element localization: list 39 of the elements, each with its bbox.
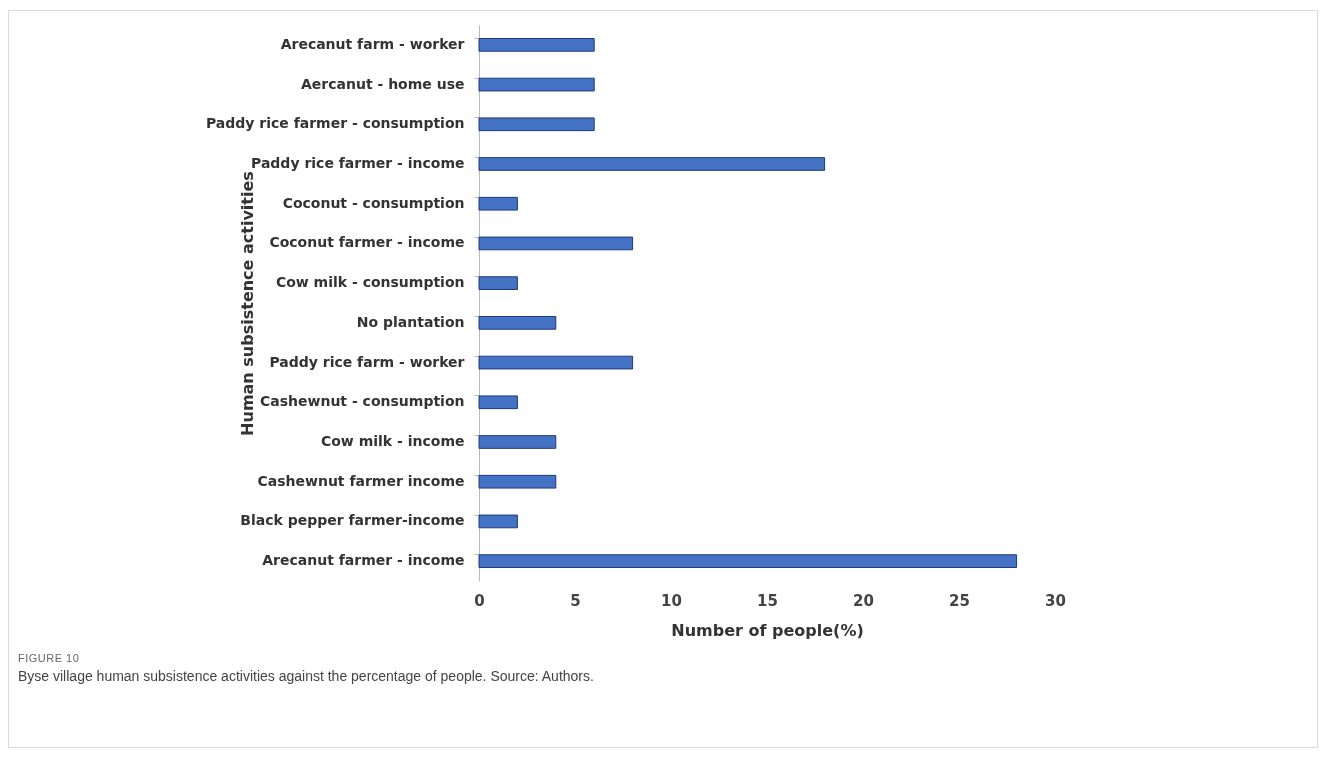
bar	[478, 276, 518, 290]
y-tick-label: Black pepper farmer-income	[240, 512, 465, 529]
y-tick-label: Arecanut farmer - income	[262, 552, 465, 569]
x-tick-label: 10	[661, 591, 682, 610]
bar	[478, 236, 634, 251]
bar	[478, 196, 518, 211]
y-tick-label: Cow milk - income	[320, 433, 465, 449]
y-tick-label: Paddy rice farmer - income	[251, 155, 465, 171]
y-axis-title: Human subsistence activities	[237, 171, 257, 436]
x-tick-label: 5	[570, 591, 581, 610]
x-tick-label: 15	[757, 591, 778, 610]
bar	[478, 395, 518, 410]
y-tick-label: No plantation	[356, 313, 465, 330]
x-axis-title: Number of people(%)	[671, 620, 864, 640]
x-tick-label: 25	[949, 591, 970, 610]
y-tick-label: Coconut farmer - income	[269, 234, 465, 251]
text: Byse village human subsistence activities against the percentage of people. Source: Authors.	[18, 668, 595, 684]
y-tick-label: Paddy rice farm - worker	[269, 353, 465, 370]
y-tick-label: Arecanut farm - worker	[280, 35, 465, 52]
bar	[478, 474, 557, 489]
y-tick-label: Coconut - consumption	[282, 194, 465, 211]
y-tick-label: Aercanut - home use	[300, 75, 465, 92]
bar	[478, 77, 595, 92]
y-tick-label: Cashewnut farmer income	[257, 472, 465, 489]
bar	[478, 316, 557, 330]
bar	[478, 355, 634, 370]
caption: FIGURE 10	[18, 652, 81, 664]
bar	[478, 117, 595, 132]
x-tick-label: 0	[474, 591, 485, 610]
y-tick-label: Paddy rice farmer - consumption	[205, 115, 465, 132]
bar	[478, 157, 826, 171]
y-tick-label: Cashewnut - consumption	[259, 393, 465, 410]
y-tick-label: Cow milk - consumption	[275, 274, 465, 291]
bar	[478, 554, 1018, 568]
bar	[478, 38, 595, 52]
bar	[478, 514, 518, 529]
x-tick-label: 30	[1045, 591, 1066, 610]
bar	[478, 435, 557, 449]
x-tick-label: 20	[853, 591, 874, 610]
